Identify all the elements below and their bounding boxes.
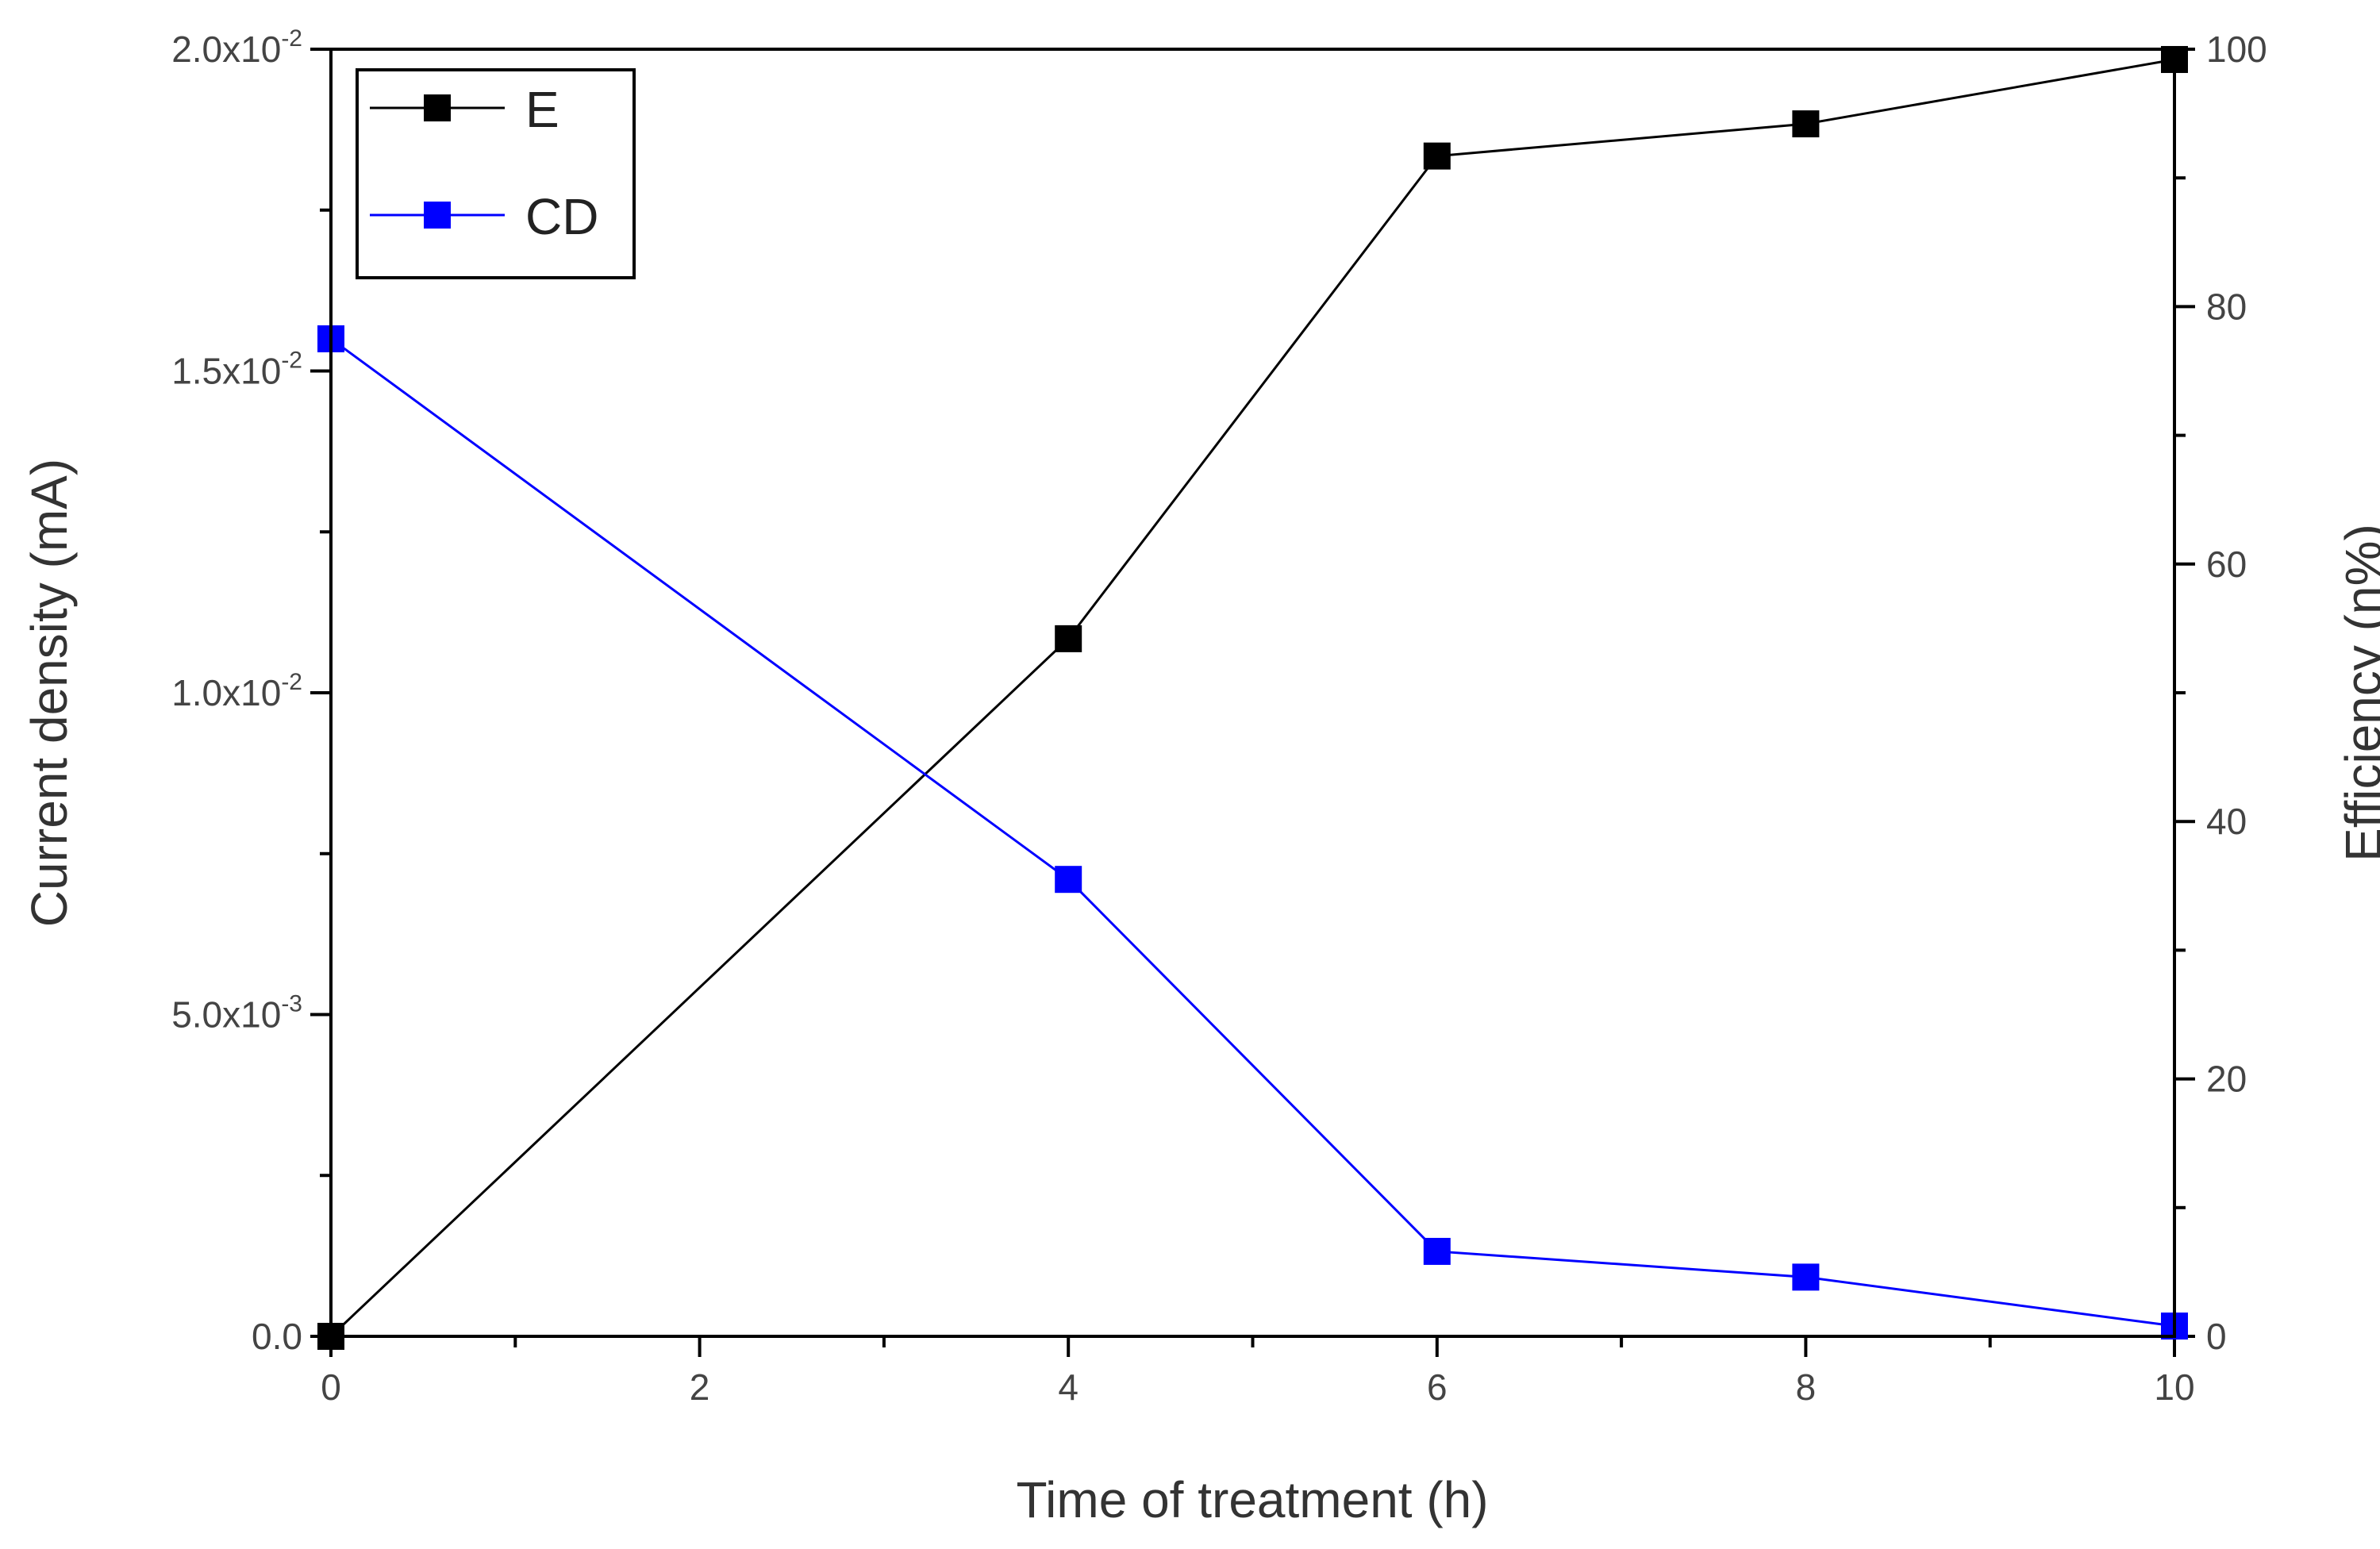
y-right-tick-label: 0 — [2206, 1316, 2227, 1357]
data-point-e — [1055, 625, 1082, 652]
data-point-cd — [1423, 1237, 1451, 1265]
y-right-tick-label: 60 — [2206, 544, 2247, 585]
data-point-e — [1792, 110, 1820, 138]
y-left-tick-mantissa: 0.0 — [252, 1316, 302, 1357]
data-point-cd — [1055, 866, 1082, 894]
x-tick-label: 8 — [1796, 1366, 1817, 1408]
y-left-axis-title: Current density (mA) — [21, 459, 78, 927]
x-axis-title: Time of treatment (h) — [1016, 1471, 1488, 1528]
x-tick-label: 4 — [1058, 1366, 1078, 1408]
x-tick-label: 10 — [2154, 1366, 2194, 1408]
y-left-tick-exponent: -2 — [281, 25, 302, 52]
legend-marker-cd — [424, 202, 451, 229]
y-right-tick-label: 40 — [2206, 801, 2247, 842]
y-right-tick-label: 100 — [2206, 29, 2267, 70]
x-tick-label: 6 — [1427, 1366, 1448, 1408]
y-left-tick-exponent: -2 — [281, 348, 302, 374]
legend-marker-e — [424, 94, 451, 121]
y-left-tick-exponent: -3 — [281, 991, 302, 1017]
ticks-layer: 0 2 4 6 8 100.05.0x10-31.0x10-21.5x10-22.0x10… — [171, 25, 2267, 1408]
y-left-tick-label: 2.0x10-2 — [171, 25, 302, 70]
y-left-tick-label: 1.5x10-2 — [171, 348, 302, 392]
legend-label-cd: CD — [525, 188, 598, 245]
legend: E CD — [356, 68, 636, 279]
data-point-cd — [1792, 1263, 1820, 1291]
x-tick-label: 2 — [690, 1366, 710, 1408]
y-left-tick-mantissa: 1.0x10 — [171, 672, 281, 713]
y-left-tick-exponent: -2 — [281, 669, 302, 695]
y-left-tick-label: 5.0x10-3 — [171, 991, 302, 1036]
series-line-cd — [330, 337, 2175, 1328]
x-tick-label: 0 — [321, 1366, 341, 1408]
y-right-axis-title: Efficiency (η%) — [2335, 524, 2380, 862]
y-left-tick-mantissa: 5.0x10 — [171, 994, 281, 1036]
y-left-tick-mantissa: 1.5x10 — [171, 351, 281, 392]
legend-label-e: E — [525, 81, 559, 138]
y-left-tick-mantissa: 2.0x10 — [171, 29, 281, 70]
legend-box — [356, 68, 636, 279]
y-left-tick-label: 0.0 — [252, 1316, 302, 1357]
y-right-tick-label: 80 — [2206, 286, 2247, 327]
y-left-tick-label: 1.0x10-2 — [171, 669, 302, 713]
data-point-e — [1423, 142, 1451, 170]
series-layer — [317, 45, 2188, 1350]
y-right-tick-label: 20 — [2206, 1059, 2247, 1100]
plot-frame — [329, 48, 2176, 1338]
